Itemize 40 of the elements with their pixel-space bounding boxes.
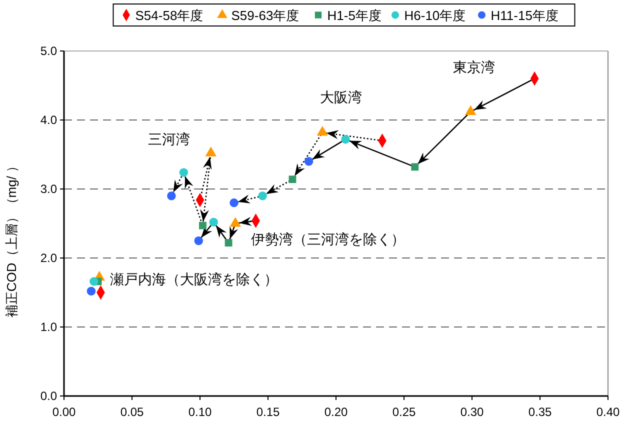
point bbox=[288, 176, 296, 184]
point bbox=[304, 157, 314, 166]
y-tick-label: 1.0 bbox=[40, 320, 58, 334]
legend-label: S54-58年度 bbox=[135, 8, 204, 23]
y-tick-label: 3.0 bbox=[40, 182, 58, 196]
point bbox=[258, 192, 267, 200]
x-tick-label: 0.40 bbox=[596, 405, 620, 419]
x-tick-label: 0.25 bbox=[392, 405, 416, 419]
x-tick-label: 0.10 bbox=[188, 405, 212, 419]
legend-label: S59-63年度 bbox=[231, 8, 300, 23]
point bbox=[341, 134, 350, 144]
legend-label: H1-5年度 bbox=[327, 8, 382, 23]
y-tick-label: 4.0 bbox=[40, 113, 58, 127]
point bbox=[167, 192, 176, 200]
legend-label: H11-15年度 bbox=[490, 8, 558, 23]
annotation: 東京湾 bbox=[453, 59, 495, 75]
point bbox=[86, 286, 96, 296]
legend-label: H6-10年度 bbox=[404, 8, 466, 23]
x-tick-label: 0.35 bbox=[528, 405, 552, 419]
x-tick-label: 0.15 bbox=[256, 405, 280, 419]
point bbox=[90, 277, 98, 286]
x-tick-label: 0.05 bbox=[120, 405, 144, 419]
annotation: 大阪湾 bbox=[320, 89, 362, 105]
point bbox=[230, 198, 238, 208]
annotation: 伊勢湾（三河湾を除く） bbox=[251, 231, 405, 247]
y-axis-title: 補正COD（上層）（mg/ ） bbox=[4, 159, 19, 318]
y-tick-label: 5.0 bbox=[40, 44, 58, 58]
x-tick-label: 0.30 bbox=[460, 405, 484, 419]
y-tick-label: 2.0 bbox=[40, 251, 58, 265]
y-tick-label: 0.0 bbox=[40, 389, 58, 403]
point bbox=[411, 163, 419, 171]
annotation: 三河湾 bbox=[148, 131, 190, 147]
point bbox=[194, 236, 204, 246]
point bbox=[179, 168, 188, 177]
point bbox=[199, 222, 206, 230]
x-tick-label: 0.00 bbox=[52, 405, 76, 419]
point bbox=[209, 218, 218, 226]
x-tick-label: 0.20 bbox=[324, 405, 348, 419]
point bbox=[224, 239, 232, 247]
annotation: 瀬戸内海（大阪湾を除く） bbox=[110, 271, 278, 287]
